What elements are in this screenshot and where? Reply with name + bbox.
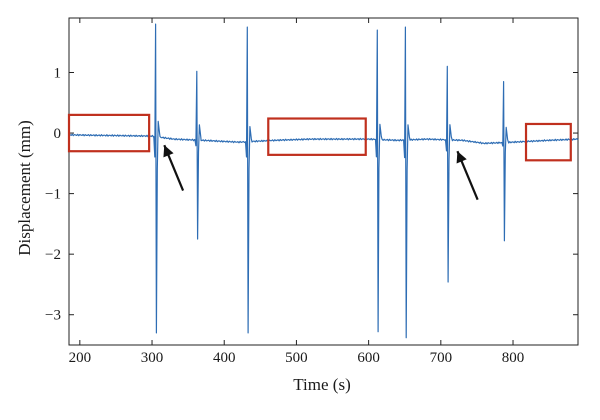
y-axis-label: Displacement (mm) <box>15 120 34 256</box>
highlight-box <box>267 117 367 156</box>
x-tick-label: 800 <box>502 350 525 366</box>
x-tick-label: 700 <box>430 350 453 366</box>
plot-frame <box>68 17 579 346</box>
y-tick-label: −2 <box>45 247 61 263</box>
y-tick-label: 0 <box>54 126 62 142</box>
annotation-arrow-head <box>456 151 467 164</box>
highlight-box <box>67 113 151 153</box>
annotation-arrow-head <box>163 145 174 158</box>
y-tick-label: −3 <box>45 308 61 324</box>
y-tick-label: −1 <box>45 187 61 203</box>
x-tick-label: 400 <box>213 350 236 366</box>
y-tick-label: 1 <box>54 66 62 82</box>
highlight-box <box>524 122 572 162</box>
x-tick-label: 600 <box>357 350 380 366</box>
x-tick-label: 200 <box>69 350 92 366</box>
x-tick-label: 500 <box>285 350 308 366</box>
x-tick-label: 300 <box>141 350 164 366</box>
x-axis-label: Time (s) <box>293 375 350 394</box>
displacement-series-line <box>68 23 579 339</box>
